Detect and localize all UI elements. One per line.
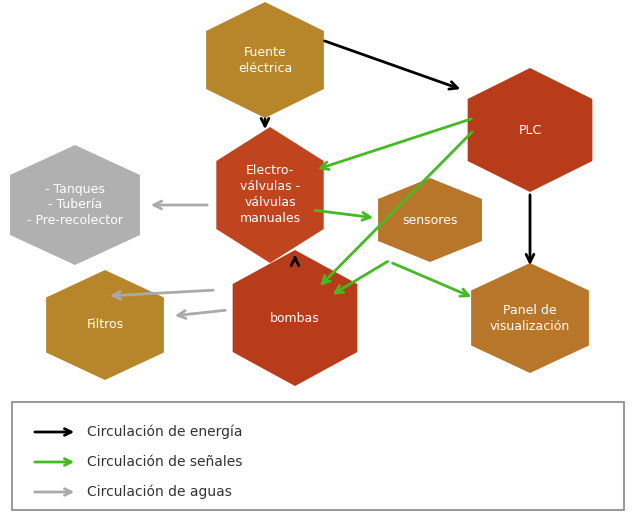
Polygon shape bbox=[46, 270, 164, 380]
Text: bombas: bombas bbox=[270, 312, 320, 325]
Text: Electro-
válvulas -
válvulas
manuales: Electro- válvulas - válvulas manuales bbox=[239, 165, 300, 226]
Polygon shape bbox=[471, 263, 589, 373]
Text: sensores: sensores bbox=[403, 214, 458, 227]
Text: Panel de
visualización: Panel de visualización bbox=[490, 304, 570, 332]
Polygon shape bbox=[232, 250, 358, 386]
Text: Circulación de aguas: Circulación de aguas bbox=[87, 485, 232, 499]
Text: Filtros: Filtros bbox=[87, 318, 123, 331]
Text: - Tanques
- Tubería
- Pre-recolector: - Tanques - Tubería - Pre-recolector bbox=[27, 182, 123, 228]
Text: Circulación de energía: Circulación de energía bbox=[87, 425, 243, 439]
Text: Circulación de señales: Circulación de señales bbox=[87, 455, 243, 469]
Polygon shape bbox=[216, 127, 324, 263]
Polygon shape bbox=[378, 178, 482, 262]
Polygon shape bbox=[206, 2, 324, 118]
Text: Fuente
eléctrica: Fuente eléctrica bbox=[238, 45, 292, 75]
Text: PLC: PLC bbox=[518, 123, 542, 137]
Polygon shape bbox=[467, 68, 593, 192]
Polygon shape bbox=[10, 145, 140, 265]
Bar bbox=[12, 402, 624, 510]
